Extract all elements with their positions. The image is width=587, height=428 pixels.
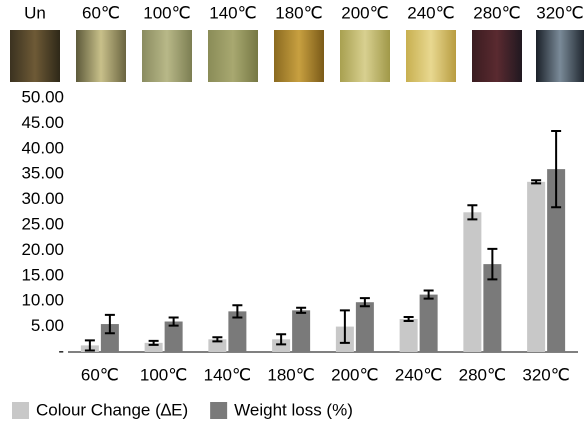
- y-tick-label: 50.00: [21, 87, 64, 106]
- bar: [100, 324, 119, 352]
- swatch: [76, 30, 126, 82]
- bar: [527, 181, 546, 352]
- swatches: [10, 30, 584, 82]
- swatch-label: Un: [24, 3, 46, 22]
- error-bar: [423, 289, 434, 300]
- swatch-label: 60℃: [82, 3, 120, 22]
- bar: [228, 311, 247, 352]
- legend-label: Colour Change (∆E): [36, 400, 188, 419]
- y-tick-label: -: [58, 341, 64, 360]
- swatch-label: 240℃: [407, 3, 454, 22]
- bar: [144, 342, 163, 352]
- swatch-label: 180℃: [275, 3, 322, 22]
- error-bar: [296, 306, 307, 314]
- error-bar: [276, 333, 287, 346]
- error-bar: [531, 179, 542, 185]
- swatch: [208, 30, 258, 82]
- bar: [483, 264, 502, 352]
- y-tick-label: 30.00: [21, 189, 64, 208]
- error-bar: [84, 339, 95, 352]
- x-tick-label: 240℃: [395, 365, 442, 384]
- error-bar: [551, 130, 562, 209]
- x-tick-label: 320℃: [522, 365, 569, 384]
- bar: [272, 339, 291, 352]
- y-tick-label: 20.00: [21, 240, 64, 259]
- bar: [419, 294, 438, 352]
- bar: [355, 302, 374, 352]
- bar: [208, 339, 227, 352]
- swatch: [274, 30, 324, 82]
- legend-label: Weight loss (%): [234, 400, 353, 419]
- swatch: [406, 30, 456, 82]
- swatch: [10, 30, 60, 82]
- error-bar: [339, 309, 350, 344]
- swatch: [536, 30, 584, 82]
- error-bar: [467, 204, 478, 221]
- x-tick-label: 140℃: [204, 365, 251, 384]
- bar: [164, 321, 183, 352]
- swatch-label: 100℃: [143, 3, 190, 22]
- y-tick-label: 15.00: [21, 265, 64, 284]
- error-bar: [359, 297, 370, 308]
- error-bar: [232, 304, 243, 319]
- bar: [292, 310, 311, 352]
- error-bar: [212, 336, 223, 343]
- error-bar: [487, 247, 498, 281]
- x-tick-label: 280℃: [459, 365, 506, 384]
- x-tick-label: 180℃: [267, 365, 314, 384]
- swatch-label: 280℃: [473, 3, 520, 22]
- swatch: [472, 30, 522, 82]
- swatch-label: 200℃: [341, 3, 388, 22]
- error-bar: [403, 315, 414, 323]
- swatch: [142, 30, 192, 82]
- bar: [547, 169, 566, 352]
- y-tick-label: 25.00: [21, 214, 64, 233]
- y-tick-label: 45.00: [21, 113, 64, 132]
- swatch: [340, 30, 390, 82]
- y-tick-label: 10.00: [21, 291, 64, 310]
- y-tick-label: 5.00: [31, 316, 64, 335]
- y-tick-label: 35.00: [21, 164, 64, 183]
- swatch-label: 320℃: [536, 3, 583, 22]
- x-tick-label: 200℃: [331, 365, 378, 384]
- x-tick-label: 60℃: [81, 365, 119, 384]
- x-tick-label: 100℃: [140, 365, 187, 384]
- error-bar: [148, 339, 159, 346]
- bar: [399, 318, 418, 352]
- legend-swatch: [12, 402, 29, 419]
- error-bar: [168, 316, 179, 327]
- error-bar: [104, 313, 115, 335]
- swatch-label: 140℃: [209, 3, 256, 22]
- bar: [463, 212, 482, 352]
- y-tick-label: 40.00: [21, 138, 64, 157]
- legend-swatch: [210, 402, 228, 419]
